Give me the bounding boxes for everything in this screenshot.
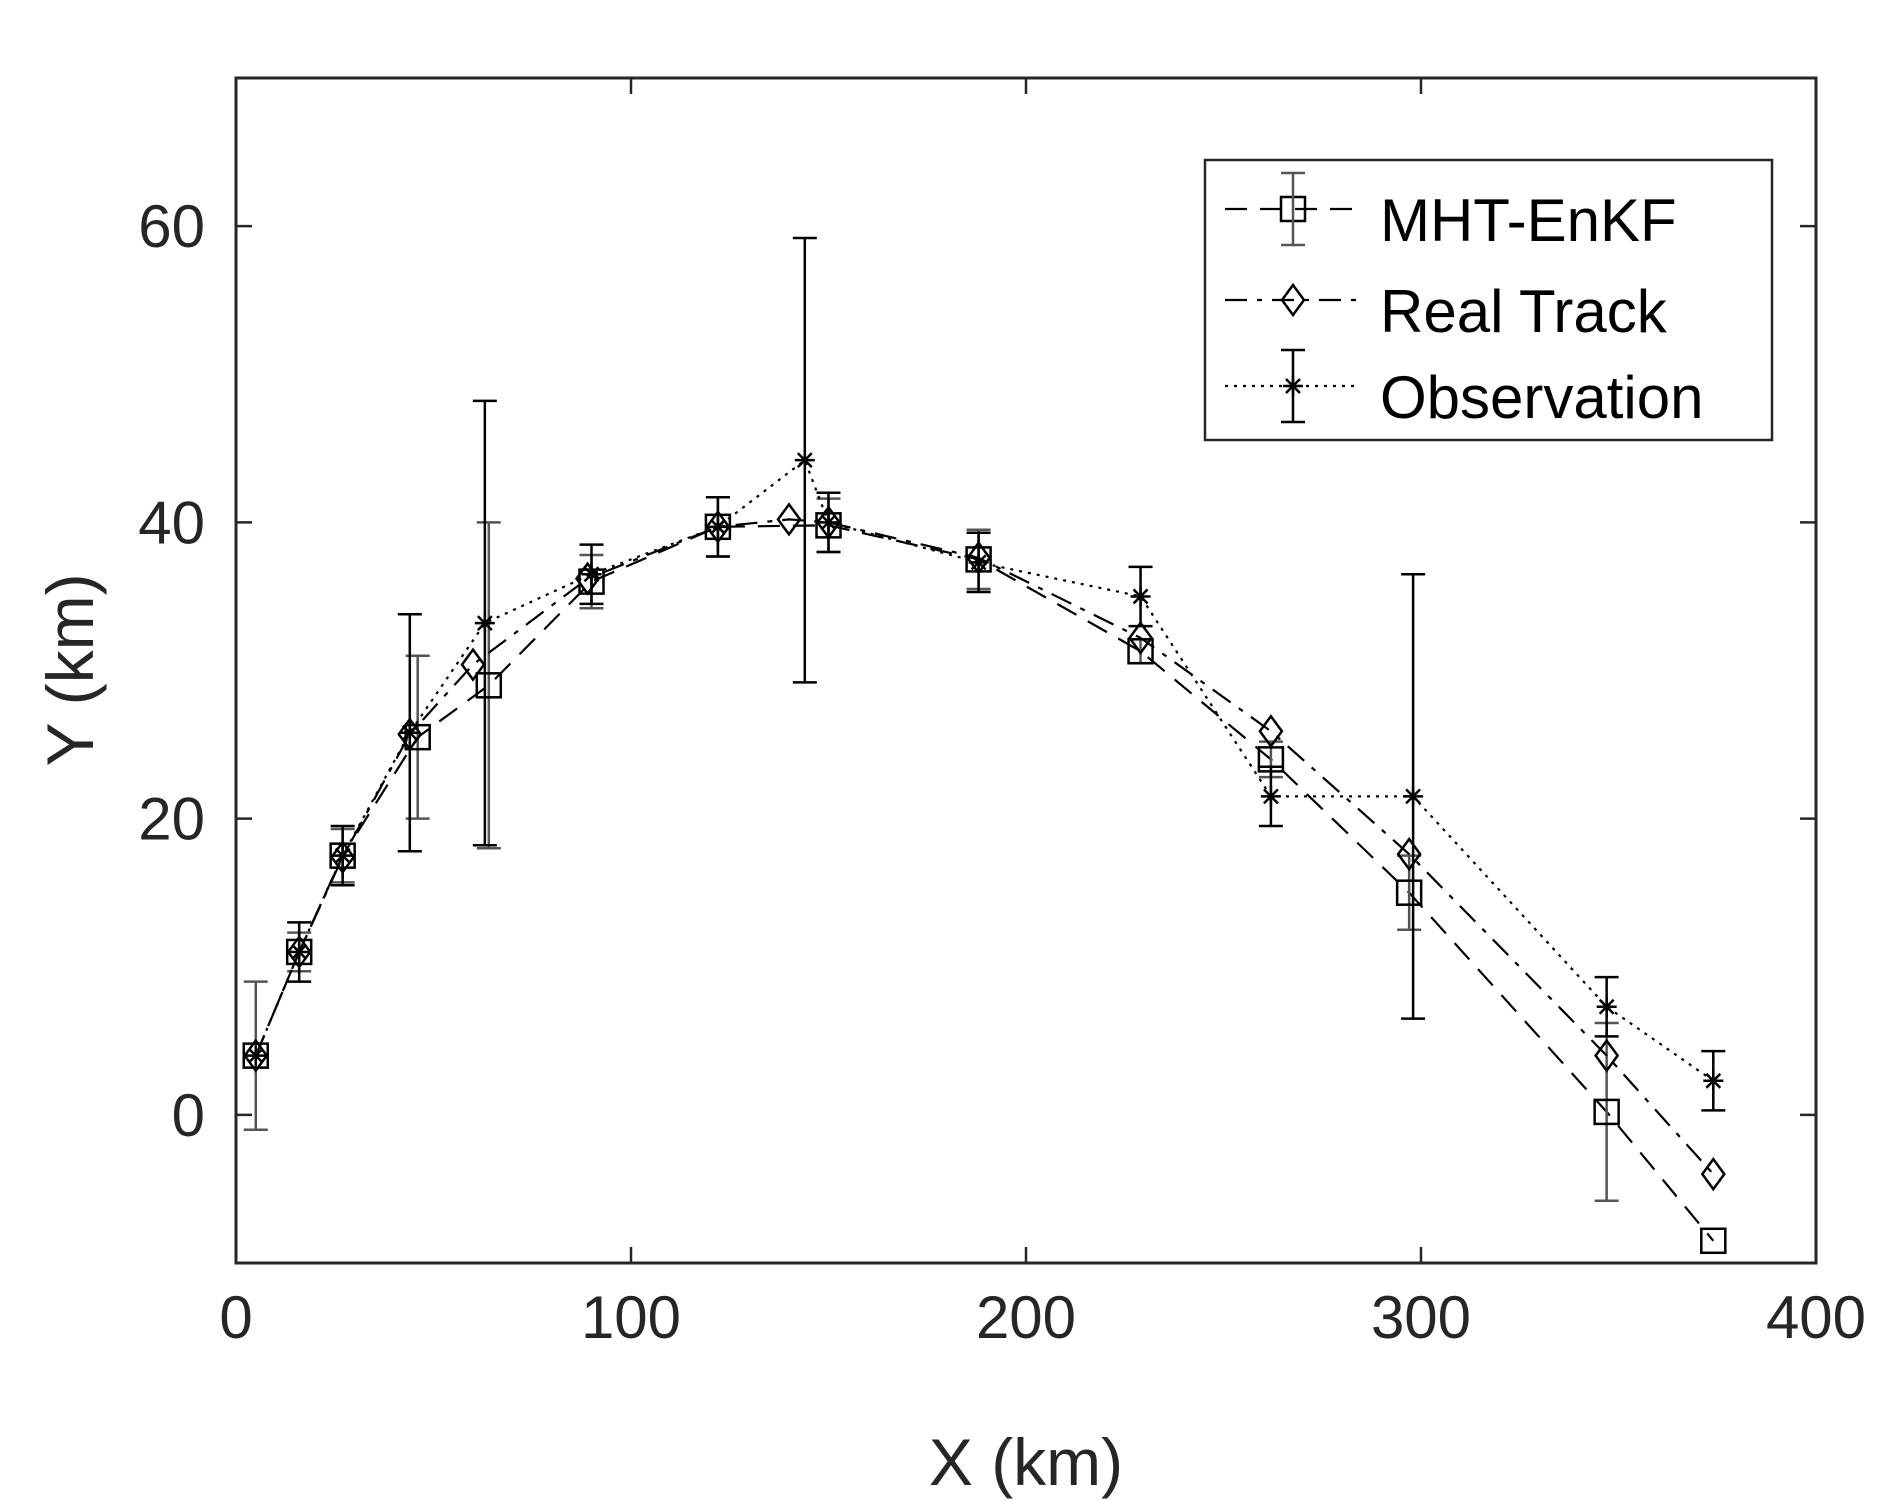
point-mht-enkf <box>1127 637 1154 665</box>
legend: MHT-EnKF Real Track Observation <box>1203 158 1774 442</box>
legend-marker-observation <box>1283 376 1303 396</box>
series-line-real-track <box>254 518 1715 1175</box>
x-axis-label: X (km) <box>929 1425 1123 1499</box>
series-real-track <box>243 502 1726 1192</box>
point-real-track <box>1127 620 1154 656</box>
point-observation <box>289 941 310 962</box>
series-layer <box>242 236 1727 1255</box>
point-observation <box>245 1045 266 1066</box>
legend-sample-observation <box>1225 348 1360 424</box>
point-mht-enkf <box>1593 1098 1620 1126</box>
series-observation <box>245 236 1726 1112</box>
point-observation <box>1703 1070 1724 1091</box>
y-axis-label: Y (km) <box>33 573 107 766</box>
point-mht-enkf <box>1395 879 1423 906</box>
tick-layer: 0 100 200 300 400 0 20 40 60 <box>138 78 1866 1351</box>
x-tick-label: 300 <box>1371 1284 1471 1351</box>
point-observation <box>581 564 602 585</box>
point-observation <box>1130 586 1151 607</box>
point-mht-enkf <box>1700 1227 1727 1255</box>
point-real-track <box>243 1038 269 1073</box>
point-mht-enkf <box>475 672 503 699</box>
point-observation <box>794 450 815 471</box>
point-observation <box>474 613 495 634</box>
legend-sample-mht-enkf <box>1225 171 1360 247</box>
point-real-track <box>1700 1157 1726 1192</box>
point-observation <box>1403 786 1424 807</box>
point-real-track <box>1396 837 1422 872</box>
legend-label-real-track: Real Track <box>1380 278 1668 345</box>
point-observation <box>1596 996 1617 1017</box>
legend-errorbar-mht-enkf <box>1281 171 1305 247</box>
point-observation <box>399 722 420 743</box>
legend-sample-real-track <box>1225 282 1360 318</box>
point-observation <box>1260 786 1281 807</box>
x-tick-label: 100 <box>581 1284 681 1351</box>
point-real-track <box>1258 714 1284 749</box>
y-tick-label: 20 <box>138 786 205 853</box>
legend-label-observation: Observation <box>1380 364 1704 431</box>
y-tick-label: 0 <box>172 1082 205 1149</box>
point-observation <box>332 845 353 866</box>
point-real-track <box>776 502 802 537</box>
x-tick-label: 400 <box>1766 1284 1866 1351</box>
point-observation <box>968 552 989 573</box>
point-observation <box>707 516 728 537</box>
series-line-mht-enkf <box>254 524 1715 1242</box>
errorbar-mht-enkf <box>476 521 501 850</box>
legend-marker-real-track <box>1280 282 1306 318</box>
y-tick-label: 40 <box>138 489 205 556</box>
point-observation <box>818 512 839 533</box>
point-real-track <box>1594 1038 1620 1073</box>
legend-label-mht-enkf: MHT-EnKF <box>1380 187 1677 254</box>
y-tick-label: 60 <box>138 193 205 260</box>
x-tick-label: 200 <box>976 1284 1076 1351</box>
point-real-track <box>460 647 486 682</box>
x-tick-label: 0 <box>219 1284 252 1351</box>
